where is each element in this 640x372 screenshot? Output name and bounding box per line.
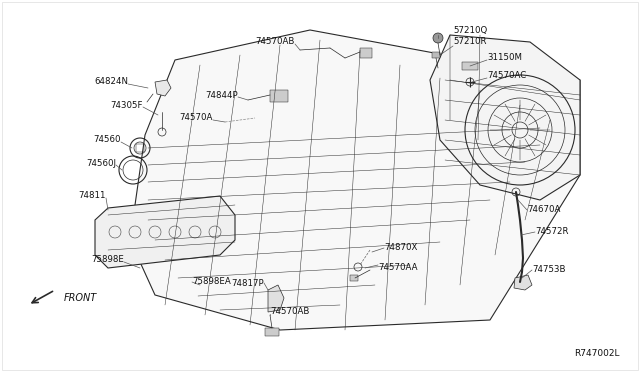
Bar	[360, 48, 372, 58]
Text: 74570A: 74570A	[180, 113, 213, 122]
Circle shape	[433, 33, 443, 43]
Text: 74817P: 74817P	[232, 279, 264, 288]
Text: 74870X: 74870X	[384, 244, 417, 253]
Bar	[265, 328, 279, 336]
Polygon shape	[130, 30, 580, 330]
Text: R747002L: R747002L	[575, 349, 620, 358]
Text: 75898E: 75898E	[91, 256, 124, 264]
Text: 74670A: 74670A	[527, 205, 561, 215]
Text: 74570AC: 74570AC	[487, 71, 526, 80]
Bar	[270, 90, 288, 102]
Bar	[462, 62, 478, 70]
Text: 74570AA: 74570AA	[378, 263, 417, 272]
Text: 74811: 74811	[79, 192, 106, 201]
Polygon shape	[95, 196, 235, 268]
Text: 74560: 74560	[93, 135, 121, 144]
Polygon shape	[268, 285, 284, 312]
Text: 74560J: 74560J	[86, 158, 116, 167]
Text: 74572R: 74572R	[535, 228, 568, 237]
Text: 75898EA: 75898EA	[192, 278, 231, 286]
Bar	[136, 144, 144, 152]
Text: 74305F: 74305F	[111, 100, 143, 109]
Text: 57210R: 57210R	[453, 38, 486, 46]
Text: 64824N: 64824N	[94, 77, 128, 87]
Bar	[350, 275, 358, 281]
Text: 57210Q: 57210Q	[453, 26, 487, 35]
Text: 74753B: 74753B	[532, 266, 566, 275]
Text: 74844P: 74844P	[205, 90, 238, 99]
Text: 74570AB: 74570AB	[270, 308, 309, 317]
Polygon shape	[430, 35, 580, 200]
Text: 31150M: 31150M	[487, 54, 522, 62]
Text: FRONT: FRONT	[64, 293, 97, 303]
Bar	[432, 52, 440, 58]
Text: 74570AB: 74570AB	[255, 38, 295, 46]
Polygon shape	[514, 275, 532, 290]
Polygon shape	[155, 80, 171, 96]
